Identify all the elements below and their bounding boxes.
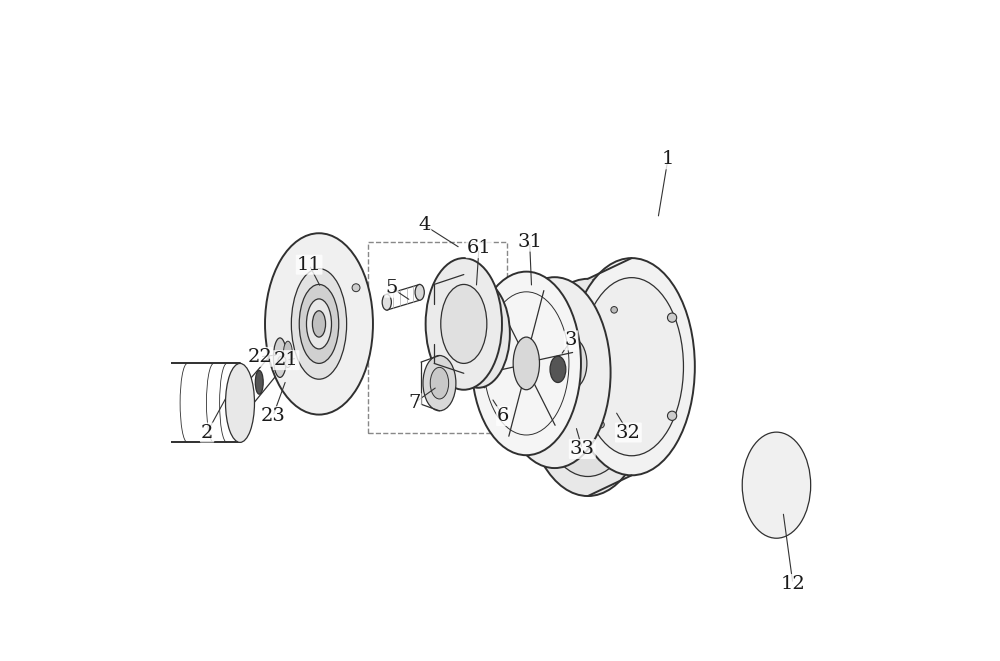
- Ellipse shape: [760, 459, 793, 511]
- Ellipse shape: [568, 258, 695, 475]
- Ellipse shape: [306, 299, 331, 349]
- Ellipse shape: [430, 368, 449, 399]
- Ellipse shape: [415, 284, 424, 300]
- Ellipse shape: [426, 258, 502, 390]
- Text: 1: 1: [662, 150, 674, 169]
- Ellipse shape: [580, 278, 683, 456]
- Text: 33: 33: [570, 440, 595, 458]
- Text: 61: 61: [467, 239, 491, 257]
- Ellipse shape: [226, 364, 254, 442]
- Ellipse shape: [114, 364, 143, 442]
- Text: 6: 6: [497, 407, 509, 425]
- Text: 3: 3: [565, 331, 577, 350]
- Ellipse shape: [531, 329, 581, 414]
- Text: 21: 21: [274, 351, 298, 369]
- Ellipse shape: [255, 370, 263, 394]
- Ellipse shape: [767, 471, 786, 500]
- Text: 23: 23: [260, 407, 285, 425]
- Ellipse shape: [85, 395, 95, 410]
- Ellipse shape: [441, 284, 487, 364]
- Ellipse shape: [382, 294, 391, 310]
- Text: 4: 4: [418, 216, 430, 234]
- Ellipse shape: [667, 411, 677, 420]
- Ellipse shape: [598, 421, 604, 428]
- Text: 12: 12: [781, 575, 805, 593]
- Ellipse shape: [352, 284, 360, 292]
- Text: 5: 5: [385, 279, 398, 297]
- Ellipse shape: [447, 280, 510, 388]
- Ellipse shape: [423, 356, 456, 410]
- Ellipse shape: [611, 307, 617, 313]
- Text: 11: 11: [297, 256, 321, 274]
- Ellipse shape: [97, 393, 110, 412]
- Ellipse shape: [525, 279, 651, 496]
- Text: 2: 2: [201, 424, 213, 442]
- Ellipse shape: [587, 313, 596, 322]
- Ellipse shape: [291, 268, 347, 379]
- Ellipse shape: [499, 277, 611, 468]
- Ellipse shape: [460, 302, 497, 366]
- Ellipse shape: [273, 338, 287, 377]
- Ellipse shape: [265, 233, 373, 414]
- Ellipse shape: [278, 356, 286, 364]
- Ellipse shape: [283, 341, 292, 368]
- Ellipse shape: [742, 432, 811, 538]
- Ellipse shape: [558, 338, 587, 389]
- Ellipse shape: [536, 298, 640, 477]
- Ellipse shape: [513, 337, 539, 390]
- Text: 7: 7: [408, 394, 421, 412]
- Ellipse shape: [550, 356, 566, 383]
- Ellipse shape: [751, 446, 801, 524]
- Polygon shape: [588, 257, 632, 282]
- Polygon shape: [445, 280, 485, 388]
- Ellipse shape: [299, 284, 339, 364]
- Ellipse shape: [771, 477, 782, 493]
- Text: 22: 22: [247, 348, 272, 366]
- Ellipse shape: [667, 313, 677, 322]
- Ellipse shape: [472, 272, 581, 455]
- Text: 32: 32: [616, 424, 641, 442]
- Text: 31: 31: [517, 233, 542, 251]
- Ellipse shape: [312, 311, 326, 337]
- Ellipse shape: [587, 411, 596, 420]
